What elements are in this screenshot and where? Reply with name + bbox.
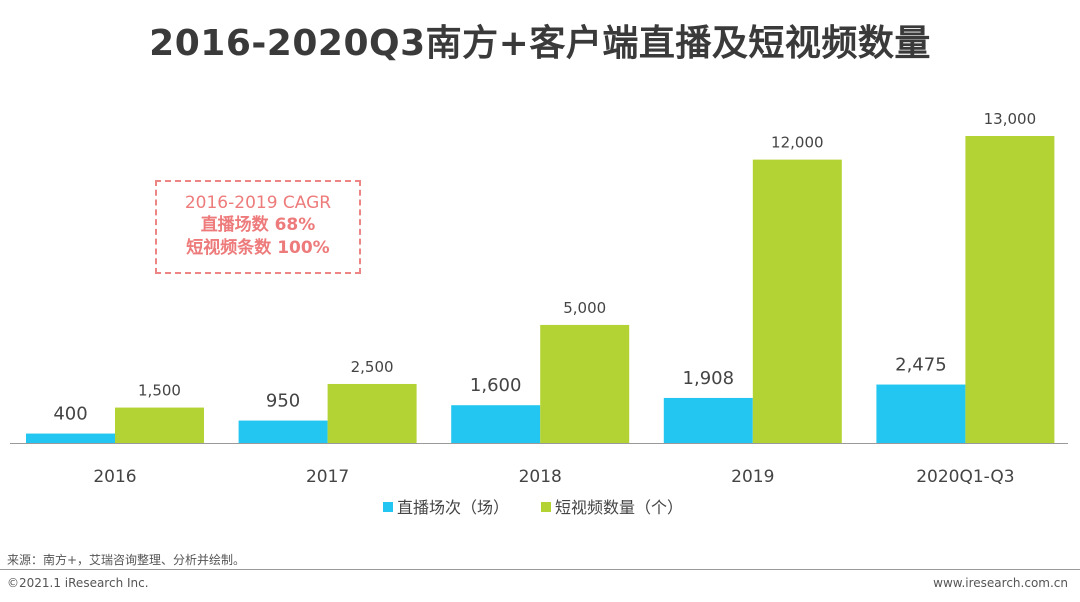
data-label-video-0: 1,500: [138, 382, 181, 400]
x-tick-label-1: 2017: [306, 467, 349, 487]
data-label-live-2: 1,600: [470, 375, 522, 396]
website-link[interactable]: www.iresearch.com.cn: [933, 576, 1068, 590]
footer-divider: [0, 569, 1080, 570]
cagr-annotation-line3: 短视频条数 100%: [186, 238, 330, 258]
legend-label-0: 直播场次（场）: [397, 498, 509, 517]
legend-swatch-1: [541, 502, 551, 512]
x-tick-label-0: 2016: [93, 467, 136, 487]
x-tick-label-4: 2020Q1-Q3: [916, 467, 1014, 487]
bar-live-3: [663, 397, 753, 443]
bar-video-1: [327, 383, 417, 443]
bar-live-4: [876, 384, 966, 443]
bar-live-1: [238, 420, 328, 443]
chart-title: 2016-2020Q3南方+客户端直播及短视频数量: [149, 23, 931, 64]
data-label-live-0: 400: [53, 404, 87, 425]
bar-chart: 400 1,500 2016 950 2,500 2017 1,600 5,000 2018 1,…: [10, 110, 1068, 517]
legend-label-1: 短视频数量（个）: [555, 498, 683, 517]
bar-video-0: [115, 407, 204, 443]
bar-video-4: [965, 136, 1055, 443]
bar-video-3: [752, 159, 842, 443]
data-label-live-3: 1,908: [683, 368, 735, 389]
bar-video-2: [540, 324, 630, 443]
data-label-live-1: 950: [266, 391, 300, 412]
x-tick-label-2: 2018: [519, 467, 562, 487]
cagr-annotation: 2016-2019 CAGR 直播场数 68% 短视频条数 100%: [155, 180, 361, 274]
cagr-annotation-line1: 2016-2019 CAGR: [184, 193, 332, 213]
data-label-live-4: 2,475: [895, 355, 947, 376]
data-label-video-1: 2,500: [351, 358, 394, 376]
x-tick-label-3: 2019: [731, 467, 774, 487]
data-label-video-3: 12,000: [771, 134, 824, 152]
bar-live-2: [451, 405, 541, 443]
legend-swatch-0: [383, 502, 393, 512]
cagr-annotation-line2: 直播场数 68%: [200, 215, 316, 235]
data-label-video-2: 5,000: [563, 299, 606, 317]
data-label-video-4: 13,000: [984, 110, 1037, 128]
copyright-text: ©2021.1 iResearch Inc.: [7, 576, 149, 590]
bar-live-0: [26, 433, 115, 443]
source-note: 来源：南方+，艾瑞咨询整理、分析并绘制。: [7, 553, 246, 567]
